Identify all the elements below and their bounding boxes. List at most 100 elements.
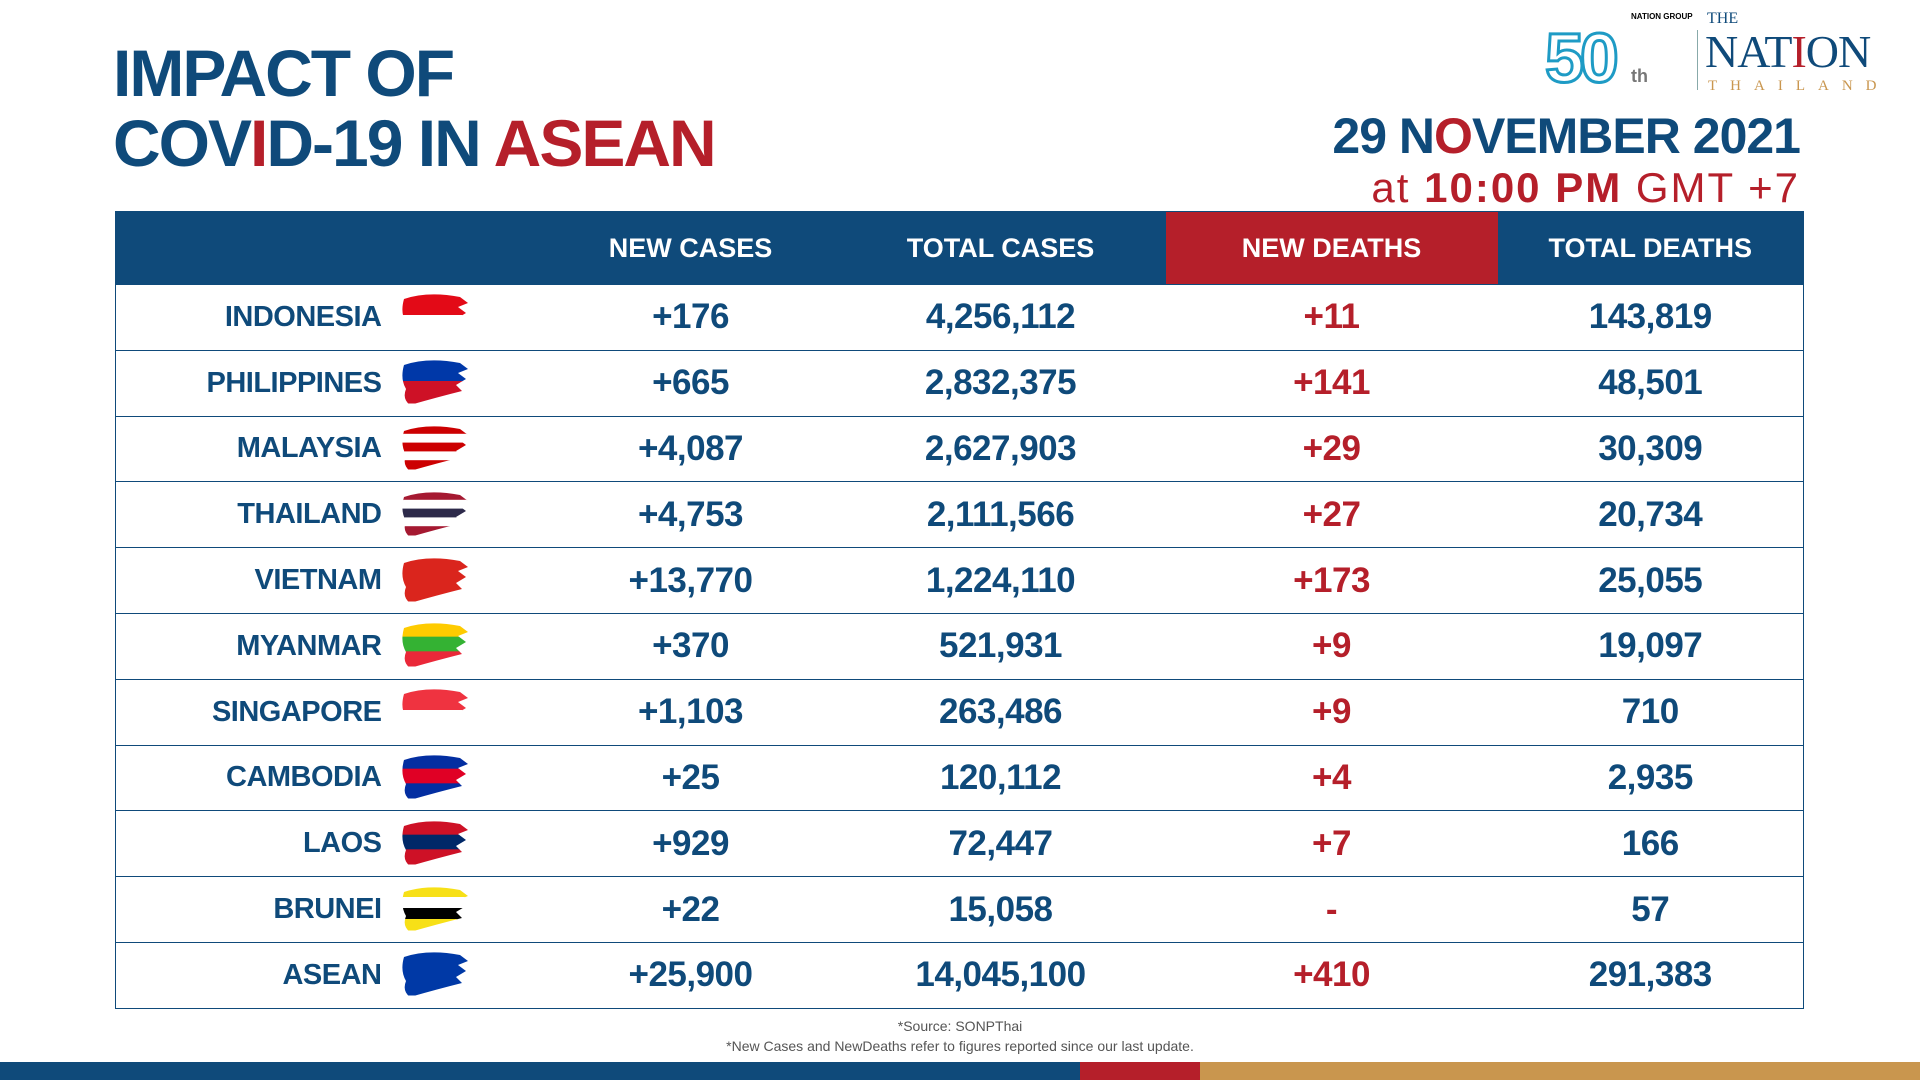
title-part: I (250, 106, 268, 180)
total-cases-cell: 2,111,566 (835, 481, 1166, 548)
country-name: PHILIPPINES (206, 366, 383, 399)
total-deaths-cell: 166 (1497, 810, 1804, 877)
new-cases-cell: +22 (545, 876, 836, 943)
country-cell: MYANMAR (115, 612, 546, 680)
new-deaths-cell: +29 (1165, 415, 1498, 482)
country-name: MYANMAR (236, 629, 382, 662)
new-cases-cell: +176 (545, 284, 836, 351)
new-cases-cell: +25,900 (545, 941, 836, 1009)
title-line-2: COVID-19 IN ASEAN (113, 106, 717, 180)
new-cases-cell: +25 (545, 744, 836, 811)
logo-nation: NATION (1705, 26, 1871, 77)
new-deaths-cell: +27 (1165, 481, 1498, 548)
total-deaths-cell: 291,383 (1497, 941, 1804, 1009)
flag-icon (401, 886, 468, 931)
header-total-deaths: TOTAL DEATHS (1497, 211, 1804, 285)
title-line-1: IMPACT OF (113, 36, 455, 110)
country-name: SINGAPORE (211, 695, 382, 728)
table-row: ASEAN +25,900 14,045,100 +410 291,383 (115, 941, 1804, 1009)
logo-part: ON (1805, 26, 1871, 77)
new-deaths-cell: +141 (1165, 349, 1498, 417)
date-part: O (1434, 108, 1473, 164)
table-row: INDONESIA +176 4,256,112 +11 143,819 (115, 284, 1804, 351)
country-cell: ASEAN (115, 941, 546, 1009)
total-deaths-cell: 2,935 (1497, 744, 1804, 811)
new-cases-cell: +929 (545, 810, 836, 877)
total-cases-cell: 521,931 (835, 612, 1166, 680)
page-title: IMPACT OF COVID-19 IN ASEAN (113, 36, 717, 180)
country-cell: BRUNEI (115, 876, 546, 943)
total-deaths-cell: 48,501 (1497, 349, 1804, 417)
time-zone: GMT +7 (1622, 164, 1800, 211)
logo-thailand: THAILAND (1708, 78, 1890, 94)
new-deaths-cell: - (1165, 876, 1498, 943)
country-name: ASEAN (282, 958, 382, 991)
total-deaths-cell: 30,309 (1497, 415, 1804, 482)
title-part: D-19 IN (266, 106, 494, 180)
total-cases-cell: 1,224,110 (835, 547, 1166, 614)
footer-bar-red (1080, 1062, 1200, 1080)
new-cases-cell: +1,103 (545, 678, 836, 746)
table-row: CAMBODIA +25 120,112 +4 2,935 (115, 744, 1804, 811)
total-deaths-cell: 20,734 (1497, 481, 1804, 548)
header-total-cases: TOTAL CASES (835, 211, 1166, 285)
footer-bar-navy (0, 1062, 1080, 1080)
total-cases-cell: 4,256,112 (835, 284, 1166, 351)
flag-icon (401, 558, 468, 602)
flag-icon (401, 755, 468, 799)
country-name: THAILAND (237, 498, 382, 531)
logo-divider (1697, 30, 1698, 90)
new-deaths-cell: +173 (1165, 547, 1498, 614)
source-note: *Source: SONPThai (897, 1018, 1023, 1034)
country-name: MALAYSIA (236, 432, 382, 465)
flag-icon (401, 821, 468, 865)
total-cases-cell: 2,627,903 (835, 415, 1166, 482)
country-cell: SINGAPORE (115, 678, 546, 746)
date-part: VEMBER 2021 (1471, 108, 1801, 164)
country-cell: PHILIPPINES (115, 349, 546, 417)
flag-icon (401, 952, 468, 996)
table-row: LAOS +929 72,447 +7 166 (115, 810, 1804, 877)
report-date: 29 NOVEMBER 2021 (1332, 108, 1801, 164)
total-deaths-cell: 143,819 (1497, 284, 1804, 351)
total-deaths-cell: 25,055 (1497, 547, 1804, 614)
nation-group-text: NATION GROUP (1631, 12, 1693, 21)
logo-part: I (1791, 26, 1806, 77)
table-row: THAILAND +4,753 2,111,566 +27 20,734 (115, 481, 1804, 548)
anniv-suffix: th (1631, 66, 1648, 86)
country-cell: LAOS (115, 810, 546, 877)
new-deaths-cell: +4 (1165, 744, 1498, 811)
total-cases-cell: 263,486 (835, 678, 1166, 746)
country-name: INDONESIA (224, 300, 382, 333)
total-cases-cell: 2,832,375 (835, 349, 1166, 417)
footer-bar-gold (1200, 1062, 1920, 1080)
total-cases-cell: 72,447 (835, 810, 1166, 877)
table-row: BRUNEI +22 15,058 - 57 (115, 876, 1804, 943)
new-deaths-cell: +410 (1165, 941, 1498, 1009)
report-time: at 10:00 PM GMT +7 (1371, 166, 1800, 210)
logo-part: NAT (1705, 26, 1792, 77)
flag-icon (401, 492, 468, 536)
country-name: CAMBODIA (226, 761, 382, 794)
country-cell: CAMBODIA (115, 744, 546, 811)
table-row: VIETNAM +13,770 1,224,110 +173 25,055 (115, 547, 1804, 614)
covid-table: NEW CASES TOTAL CASES NEW DEATHS TOTAL D… (115, 211, 1804, 1009)
country-name: BRUNEI (273, 893, 382, 926)
title-part: ASEAN (493, 106, 717, 180)
table-row: MYANMAR +370 521,931 +9 19,097 (115, 612, 1804, 680)
new-deaths-cell: +7 (1165, 810, 1498, 877)
logo-the: THE (1707, 10, 1739, 27)
new-cases-cell: +4,087 (545, 415, 836, 482)
total-deaths-cell: 19,097 (1497, 612, 1804, 680)
country-name: VIETNAM (254, 564, 383, 597)
flag-icon (401, 426, 468, 470)
anniversary-50-logo: 50 (1544, 19, 1621, 97)
table-header: NEW CASES TOTAL CASES NEW DEATHS TOTAL D… (115, 211, 1804, 285)
table-row: MALAYSIA +4,087 2,627,903 +29 30,309 (115, 415, 1804, 482)
total-deaths-cell: 710 (1497, 678, 1804, 746)
flag-icon (401, 294, 468, 338)
new-cases-cell: +665 (545, 349, 836, 417)
new-cases-cell: +4,753 (545, 481, 836, 548)
total-cases-cell: 14,045,100 (835, 941, 1166, 1009)
total-cases-cell: 120,112 (835, 744, 1166, 811)
